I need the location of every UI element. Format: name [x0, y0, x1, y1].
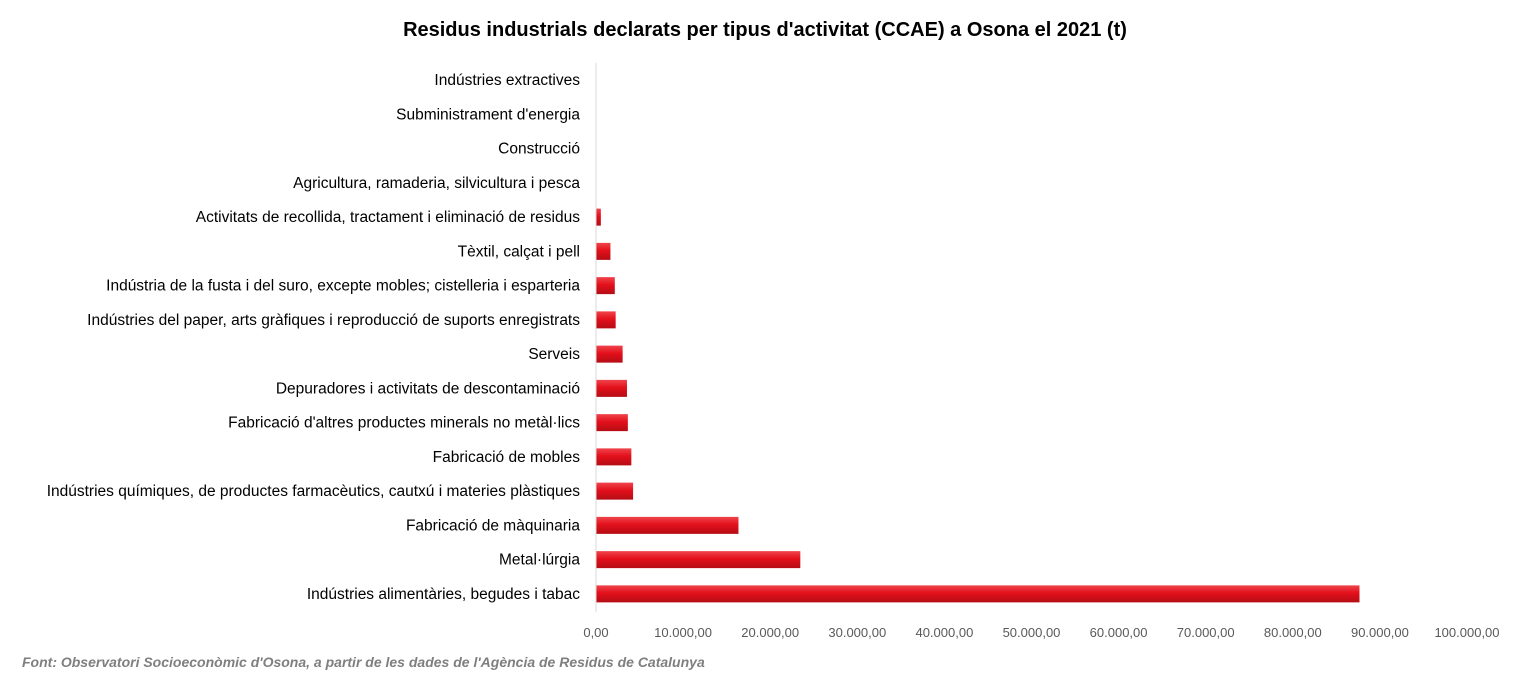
x-tick-label: 100.000,00	[1434, 625, 1499, 640]
x-tick-label: 0,00	[583, 625, 608, 640]
bar	[596, 414, 628, 432]
category-label: Serveis	[528, 346, 580, 363]
category-label: Fabricació de màquinaria	[406, 517, 580, 534]
x-tick-label: 30.000,00	[828, 625, 886, 640]
category-label: Activitats de recollida, tractament i el…	[196, 209, 580, 226]
category-label: Indústries alimentàries, begudes i tabac	[307, 586, 580, 603]
x-tick-label: 20.000,00	[741, 625, 799, 640]
category-label: Construcció	[498, 141, 580, 158]
bar	[596, 379, 627, 397]
category-label: Indústria de la fusta i del suro, except…	[106, 278, 580, 295]
category-label: Tèxtil, calçat i pell	[458, 243, 580, 260]
category-label: Indústries químiques, de productes farma…	[47, 483, 581, 500]
x-tick-label: 60.000,00	[1090, 625, 1148, 640]
bar	[596, 277, 615, 295]
category-label: Fabricació d'altres productes minerals n…	[228, 415, 580, 432]
category-label: Subministrament d'energia	[396, 106, 580, 123]
bar	[596, 551, 801, 569]
bar	[596, 482, 634, 500]
x-tick-label: 90.000,00	[1351, 625, 1409, 640]
bar	[596, 585, 1360, 603]
chart-title: Residus industrials declarats per tipus …	[403, 19, 1127, 41]
x-tick-label: 50.000,00	[1003, 625, 1061, 640]
category-label: Indústries del paper, arts gràfiques i r…	[87, 312, 580, 329]
x-tick-label: 10.000,00	[654, 625, 712, 640]
category-label: Indústries extractives	[434, 72, 580, 89]
bar	[596, 448, 632, 466]
x-tick-label: 70.000,00	[1177, 625, 1235, 640]
category-label: Fabricació de mobles	[433, 449, 581, 466]
bar	[596, 345, 623, 363]
bar	[596, 242, 611, 260]
x-tick-label: 80.000,00	[1264, 625, 1322, 640]
x-tick-label: 40.000,00	[915, 625, 973, 640]
source-note: Font: Observatori Socioeconòmic d'Osona,…	[22, 654, 705, 670]
bar	[596, 208, 601, 226]
category-label: Metal·lúrgia	[499, 552, 580, 569]
category-label: Agricultura, ramaderia, silvicultura i p…	[293, 175, 580, 192]
category-label: Depuradores i activitats de descontamina…	[276, 380, 580, 397]
bar	[596, 311, 616, 329]
bar	[596, 516, 739, 534]
